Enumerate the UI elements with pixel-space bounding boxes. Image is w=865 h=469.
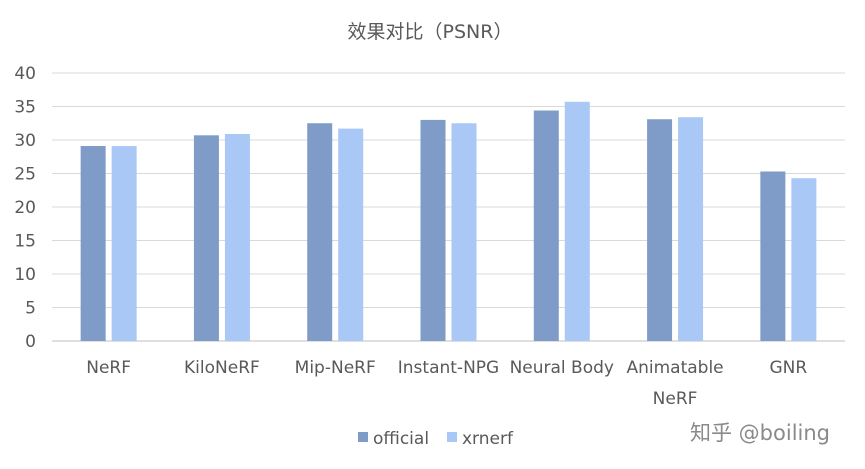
bar-xrnerf	[678, 117, 704, 341]
bar-xrnerf	[564, 101, 590, 341]
x-category-label: Neural Body	[510, 358, 614, 378]
chart-title: 效果对比（PSNR）	[348, 21, 513, 43]
x-category-label: KiloNeRF	[184, 358, 260, 378]
y-tick-label: 30	[14, 131, 36, 151]
legend-label: xrnerf	[462, 429, 514, 449]
bar-official	[760, 171, 786, 341]
bar-official	[80, 146, 106, 341]
y-tick-label: 35	[14, 98, 36, 118]
y-tick-label: 25	[14, 165, 36, 185]
y-tick-label: 15	[14, 232, 36, 252]
bar-xrnerf	[338, 128, 364, 341]
bar-official	[420, 119, 446, 342]
bar-official	[533, 110, 559, 342]
legend-swatch	[447, 432, 457, 442]
bar-xrnerf	[111, 146, 137, 341]
y-tick-label: 20	[14, 198, 36, 218]
bar-xrnerf	[224, 133, 250, 341]
bars	[80, 101, 817, 342]
x-axis-categories: NeRF KiloNeRF Mip-NeRF Instant-NPG Neural Bo…	[86, 358, 807, 409]
legend-label: official	[373, 429, 429, 449]
gridlines	[52, 72, 845, 342]
y-axis-ticks: 0 5 10 15 20 25 30 35 40	[14, 64, 36, 352]
x-category-label: Instant-NPG	[398, 358, 499, 378]
x-category-label: NeRF	[86, 358, 131, 378]
bar-xrnerf	[451, 123, 477, 341]
legend: official xrnerf	[358, 429, 514, 449]
bar-official	[193, 135, 219, 341]
y-tick-label: 10	[14, 265, 36, 285]
y-tick-label: 0	[25, 332, 36, 352]
legend-swatch	[358, 432, 368, 442]
y-tick-label: 40	[14, 64, 36, 84]
y-tick-label: 5	[25, 299, 36, 319]
bar-official	[307, 123, 333, 341]
bar-official	[647, 119, 673, 341]
x-category-label: Mip-NeRF	[295, 358, 376, 378]
watermark: 知乎 @boiling	[690, 421, 830, 445]
x-category-label: Animatable	[626, 358, 723, 378]
x-category-label: NeRF	[653, 389, 698, 409]
bar-xrnerf	[791, 178, 817, 341]
x-category-label: GNR	[770, 358, 808, 378]
